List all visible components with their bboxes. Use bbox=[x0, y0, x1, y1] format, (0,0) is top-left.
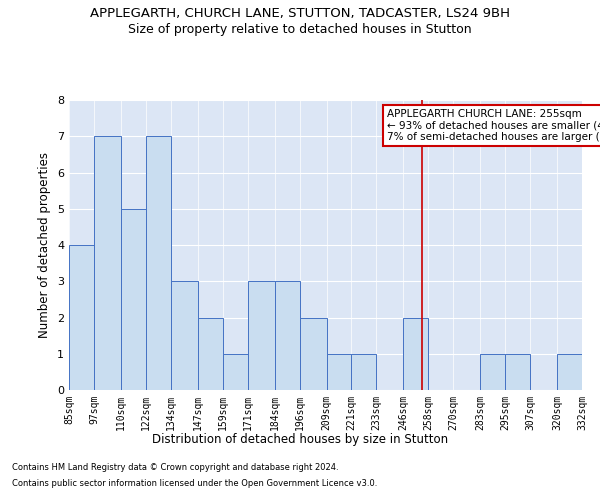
Y-axis label: Number of detached properties: Number of detached properties bbox=[38, 152, 52, 338]
Bar bbox=[480, 354, 505, 390]
Text: Contains public sector information licensed under the Open Government Licence v3: Contains public sector information licen… bbox=[12, 478, 377, 488]
Bar bbox=[403, 318, 428, 390]
Bar bbox=[171, 281, 198, 390]
Text: Size of property relative to detached houses in Stutton: Size of property relative to detached ho… bbox=[128, 22, 472, 36]
Bar bbox=[275, 281, 299, 390]
Bar bbox=[505, 354, 530, 390]
Bar bbox=[223, 354, 248, 390]
Bar bbox=[198, 318, 223, 390]
Bar bbox=[557, 354, 582, 390]
Bar bbox=[248, 281, 275, 390]
Text: APPLEGARTH CHURCH LANE: 255sqm
← 93% of detached houses are smaller (40)
7% of s: APPLEGARTH CHURCH LANE: 255sqm ← 93% of … bbox=[387, 108, 600, 142]
Bar bbox=[94, 136, 121, 390]
Text: Distribution of detached houses by size in Stutton: Distribution of detached houses by size … bbox=[152, 432, 448, 446]
Text: Contains HM Land Registry data © Crown copyright and database right 2024.: Contains HM Land Registry data © Crown c… bbox=[12, 464, 338, 472]
Bar bbox=[121, 209, 146, 390]
Bar bbox=[352, 354, 376, 390]
Bar bbox=[299, 318, 326, 390]
Bar bbox=[146, 136, 171, 390]
Bar bbox=[69, 245, 94, 390]
Text: APPLEGARTH, CHURCH LANE, STUTTON, TADCASTER, LS24 9BH: APPLEGARTH, CHURCH LANE, STUTTON, TADCAS… bbox=[90, 8, 510, 20]
Bar bbox=[326, 354, 352, 390]
